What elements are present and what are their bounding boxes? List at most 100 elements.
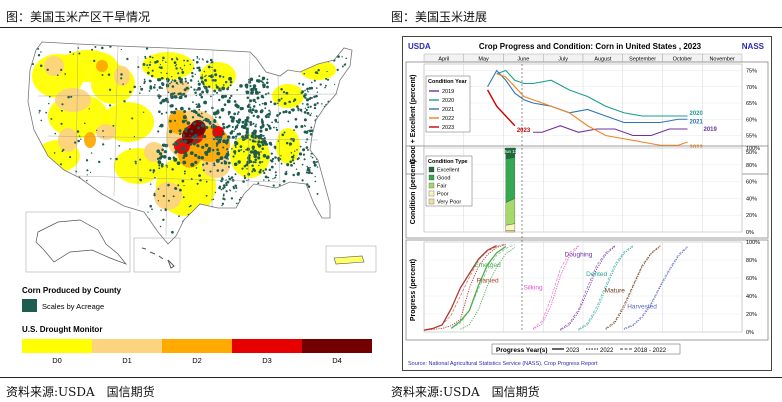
county-dot — [309, 166, 311, 169]
county-dot — [174, 119, 177, 122]
county-dot — [276, 114, 279, 117]
county-dot — [175, 67, 178, 70]
county-dot — [36, 154, 39, 157]
county-dot — [192, 232, 195, 235]
county-dot — [234, 152, 237, 155]
county-dot — [197, 113, 201, 117]
legend-label-2023: 2023 — [442, 125, 454, 131]
county-dot — [234, 173, 237, 176]
county-dot — [177, 184, 180, 187]
county-dot — [222, 132, 225, 135]
drought-area-d2 — [168, 110, 188, 134]
drought-label-d0: D0 — [52, 356, 62, 365]
county-dot — [96, 129, 98, 132]
county-dot — [224, 218, 227, 221]
county-dot — [243, 150, 245, 153]
county-dot — [341, 95, 345, 98]
county-dot — [261, 147, 264, 150]
county-dot — [205, 162, 209, 165]
county-dot — [312, 160, 316, 164]
county-dot — [184, 119, 187, 122]
county-dot — [252, 114, 256, 118]
county-dot — [273, 102, 277, 106]
county-dot — [213, 89, 217, 93]
legend-label-good: Good — [437, 176, 450, 182]
county-dot — [214, 191, 217, 194]
county-dot — [254, 125, 257, 128]
chart-footer: Source: National Agricultural Statistics… — [408, 361, 598, 367]
county-dot — [120, 73, 123, 76]
series-label-2020: 2020 — [689, 111, 703, 117]
county-dot — [300, 124, 304, 129]
panel3-ytick: 40% — [746, 294, 757, 300]
county-dot — [190, 129, 194, 133]
county-dot — [178, 96, 182, 100]
county-dot — [239, 84, 243, 88]
county-dot — [180, 106, 184, 111]
county-dot — [94, 46, 97, 48]
county-dot — [143, 80, 146, 83]
county-dot — [181, 119, 186, 124]
county-dot — [70, 95, 73, 98]
county-dot — [37, 54, 41, 57]
county-dot — [308, 97, 312, 100]
panel3-yticks: 100% 80% 60% 40% 20% 0% — [746, 240, 760, 336]
county-dot — [196, 66, 199, 70]
county-dot — [327, 104, 330, 108]
county-dot — [154, 84, 156, 86]
county-dot — [174, 187, 178, 191]
county-dot — [202, 169, 205, 172]
panel3-ytick: 100% — [746, 240, 760, 246]
county-dot — [174, 150, 178, 154]
county-dot — [231, 148, 233, 150]
county-dot — [272, 178, 274, 180]
stage-label-harvested: Harvested — [627, 304, 657, 311]
legend-box — [425, 155, 473, 207]
county-dot — [255, 200, 259, 203]
county-dot — [149, 61, 152, 63]
county-dot — [346, 89, 349, 93]
county-dot — [233, 130, 235, 132]
legend-title: Condition Year — [428, 79, 468, 85]
county-dot — [177, 92, 180, 96]
county-dot — [194, 73, 196, 75]
drought-area-d1 — [58, 128, 78, 152]
county-dot — [200, 80, 204, 84]
county-dot — [179, 139, 182, 143]
county-dot — [162, 59, 164, 62]
county-dot — [231, 135, 235, 139]
county-dot — [53, 152, 56, 154]
county-dot — [237, 160, 241, 164]
county-dot — [258, 75, 261, 78]
county-dot — [229, 80, 233, 84]
county-dot — [255, 193, 258, 196]
county-dot — [278, 111, 282, 115]
county-dot — [292, 140, 295, 143]
county-dot — [201, 145, 205, 149]
county-dot — [313, 163, 317, 167]
county-dot — [195, 110, 198, 113]
county-dot — [311, 156, 314, 159]
county-dot — [161, 148, 164, 152]
county-dot — [264, 144, 266, 146]
county-dot — [203, 85, 206, 88]
county-dot — [267, 92, 270, 95]
county-dot — [175, 63, 178, 66]
progress-avg-harvested — [623, 246, 688, 329]
county-dot — [331, 104, 334, 107]
county-dot — [227, 158, 229, 160]
county-dot — [305, 130, 309, 134]
county-dot — [189, 134, 191, 137]
county-dot — [241, 107, 244, 110]
county-dot — [139, 158, 142, 161]
county-dot — [205, 209, 208, 211]
county-dot — [290, 164, 293, 167]
county-dot — [255, 140, 257, 143]
county-dot — [224, 80, 228, 84]
left-source: 资料来源:USDA 国信期货 — [6, 385, 155, 399]
county-dot — [85, 159, 89, 162]
county-dot — [188, 205, 191, 208]
county-dot — [305, 108, 308, 112]
county-dot — [150, 74, 154, 78]
panel3-ytick: 80% — [746, 258, 757, 264]
